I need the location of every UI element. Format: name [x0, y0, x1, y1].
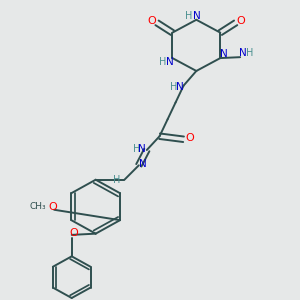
Text: CH₃: CH₃: [30, 202, 46, 211]
Text: N: N: [138, 144, 146, 154]
Text: O: O: [147, 16, 156, 26]
Text: N: N: [176, 82, 184, 92]
Text: N: N: [239, 49, 247, 58]
Text: O: O: [186, 133, 194, 143]
Text: N: N: [166, 57, 174, 67]
Text: H: H: [246, 49, 253, 58]
Text: H: H: [185, 11, 192, 21]
Text: H: H: [133, 144, 140, 154]
Text: N: N: [139, 159, 146, 169]
Text: H: H: [159, 57, 166, 67]
Text: O: O: [237, 16, 245, 26]
Text: O: O: [48, 202, 57, 212]
Text: O: O: [69, 228, 78, 238]
Text: N: N: [194, 11, 201, 21]
Text: H: H: [170, 82, 178, 92]
Text: N: N: [220, 50, 227, 59]
Text: H: H: [113, 175, 121, 185]
